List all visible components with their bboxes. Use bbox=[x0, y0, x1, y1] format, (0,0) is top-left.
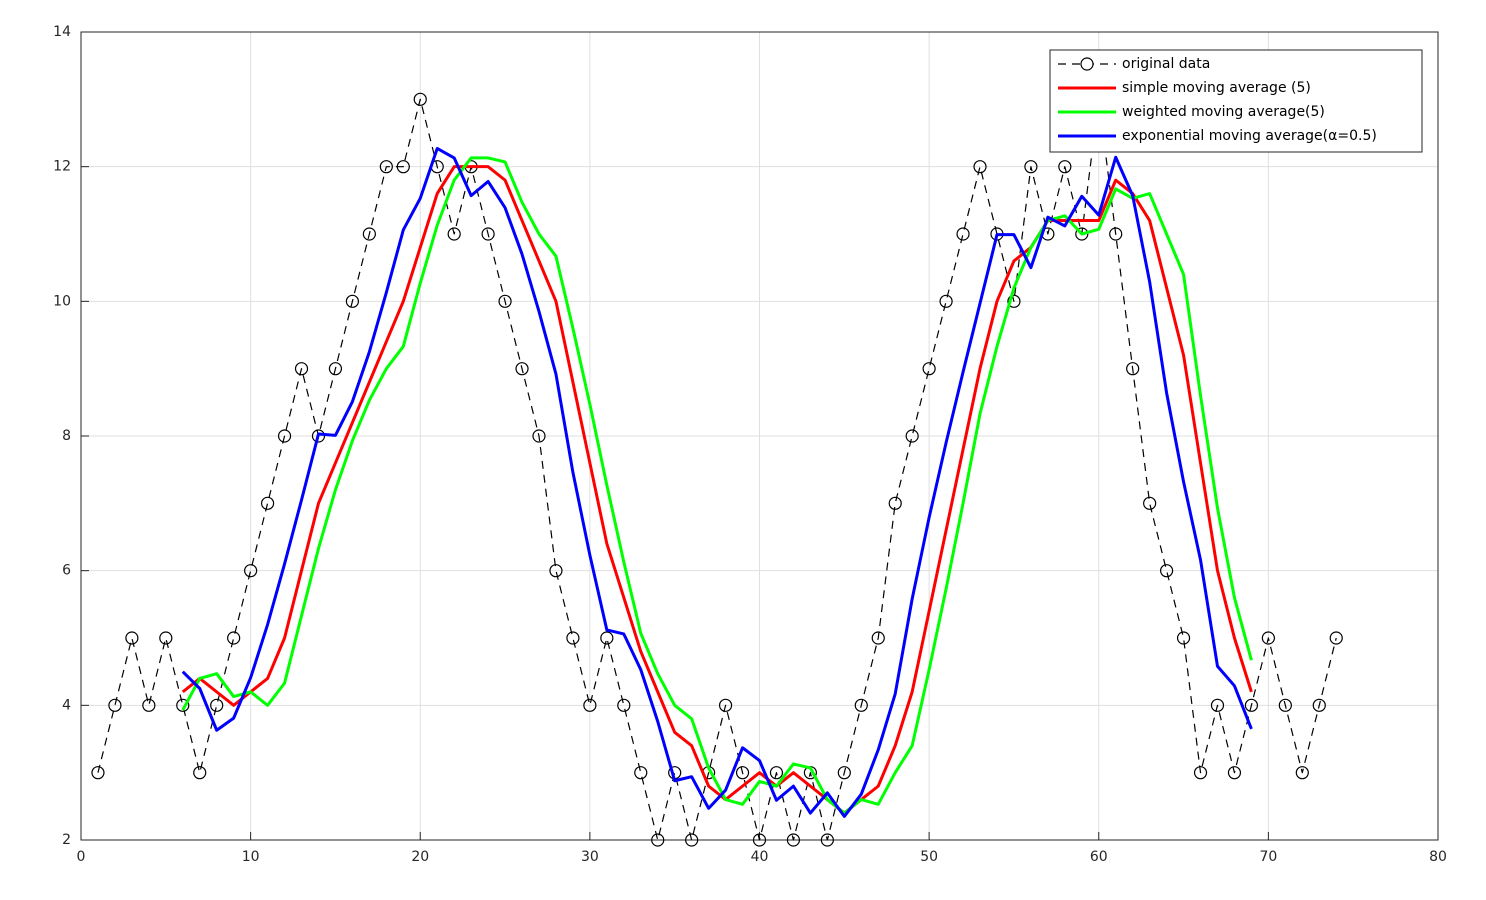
data-point bbox=[210, 698, 224, 712]
data-point bbox=[769, 766, 784, 780]
data-point bbox=[617, 698, 631, 712]
y-tick-label: 14 bbox=[53, 24, 71, 40]
data-point bbox=[260, 496, 275, 510]
data-point bbox=[413, 92, 427, 106]
data-point bbox=[294, 362, 309, 376]
data-point bbox=[1109, 227, 1123, 241]
legend-marker bbox=[1080, 57, 1094, 71]
data-point bbox=[1007, 294, 1021, 308]
legend-label: exponential moving average(α=0.5) bbox=[1122, 128, 1377, 144]
data-point bbox=[1278, 698, 1292, 712]
x-tick-label: 70 bbox=[1259, 849, 1277, 865]
data-point bbox=[498, 294, 512, 308]
data-point bbox=[1329, 631, 1343, 645]
series-line bbox=[181, 146, 1253, 818]
data-point bbox=[176, 698, 190, 712]
data-point bbox=[193, 766, 207, 780]
data-point bbox=[142, 698, 156, 712]
series-line bbox=[181, 156, 1253, 815]
data-point bbox=[1312, 698, 1326, 712]
data-point bbox=[396, 160, 410, 174]
data-point bbox=[752, 833, 767, 847]
data-point bbox=[922, 362, 936, 376]
data-point bbox=[447, 227, 461, 241]
data-point bbox=[227, 631, 241, 645]
data-point bbox=[1126, 362, 1140, 376]
x-tick-label: 0 bbox=[77, 849, 86, 865]
data-point bbox=[651, 833, 665, 847]
data-point bbox=[973, 160, 987, 174]
data-point bbox=[1210, 698, 1225, 712]
data-point bbox=[1075, 227, 1089, 241]
legend-label: weighted moving average(5) bbox=[1122, 104, 1325, 120]
data-point bbox=[311, 429, 326, 443]
data-point bbox=[1159, 564, 1174, 578]
data-point bbox=[481, 227, 495, 241]
x-tick-label: 10 bbox=[242, 849, 260, 865]
data-point bbox=[277, 429, 292, 443]
y-tick-label: 8 bbox=[62, 428, 71, 444]
data-point bbox=[786, 833, 801, 847]
data-point bbox=[515, 362, 529, 376]
data-point bbox=[1261, 631, 1275, 645]
series-line bbox=[97, 98, 1337, 841]
data-point bbox=[583, 698, 597, 712]
data-point bbox=[345, 294, 359, 308]
y-tick-label: 10 bbox=[53, 293, 71, 309]
data-point bbox=[820, 833, 834, 847]
data-point bbox=[549, 564, 563, 578]
data-point bbox=[125, 631, 139, 645]
data-point bbox=[362, 227, 376, 241]
y-tick-label: 6 bbox=[62, 563, 71, 579]
data-point bbox=[1295, 766, 1309, 780]
data-point bbox=[837, 766, 851, 780]
data-point bbox=[1143, 496, 1157, 510]
x-tick-label: 60 bbox=[1090, 849, 1108, 865]
data-point bbox=[1244, 698, 1259, 712]
data-point bbox=[566, 631, 580, 645]
data-point bbox=[905, 429, 919, 443]
y-tick-label: 12 bbox=[53, 159, 71, 175]
data-point bbox=[735, 766, 750, 780]
data-point bbox=[532, 429, 546, 443]
series-line bbox=[181, 165, 1253, 815]
data-point bbox=[1176, 631, 1191, 645]
y-tick-label: 2 bbox=[62, 832, 71, 848]
data-point bbox=[1024, 160, 1038, 174]
data-point bbox=[1058, 160, 1072, 174]
x-tick-label: 30 bbox=[581, 849, 599, 865]
y-tick-label: 4 bbox=[62, 697, 71, 713]
data-point bbox=[379, 160, 393, 174]
x-tick-label: 80 bbox=[1429, 849, 1447, 865]
data-point bbox=[685, 833, 699, 847]
data-point bbox=[1193, 766, 1208, 780]
legend-label: simple moving average (5) bbox=[1122, 80, 1311, 96]
data-point bbox=[1227, 766, 1242, 780]
data-point bbox=[328, 362, 343, 376]
data-point bbox=[244, 564, 258, 578]
data-point bbox=[108, 698, 122, 712]
data-point bbox=[854, 698, 868, 712]
x-tick-label: 40 bbox=[751, 849, 769, 865]
data-point bbox=[718, 698, 733, 712]
x-tick-label: 20 bbox=[411, 849, 429, 865]
data-point bbox=[91, 766, 105, 780]
data-point bbox=[871, 631, 885, 645]
data-point bbox=[159, 631, 173, 645]
data-point bbox=[634, 766, 648, 780]
data-point bbox=[600, 631, 614, 645]
legend-label: original data bbox=[1122, 56, 1210, 72]
data-point bbox=[956, 227, 970, 241]
data-point bbox=[888, 496, 902, 510]
x-tick-label: 50 bbox=[920, 849, 938, 865]
data-point bbox=[939, 294, 953, 308]
legend: original data simple moving average (5) we… bbox=[1049, 49, 1423, 153]
